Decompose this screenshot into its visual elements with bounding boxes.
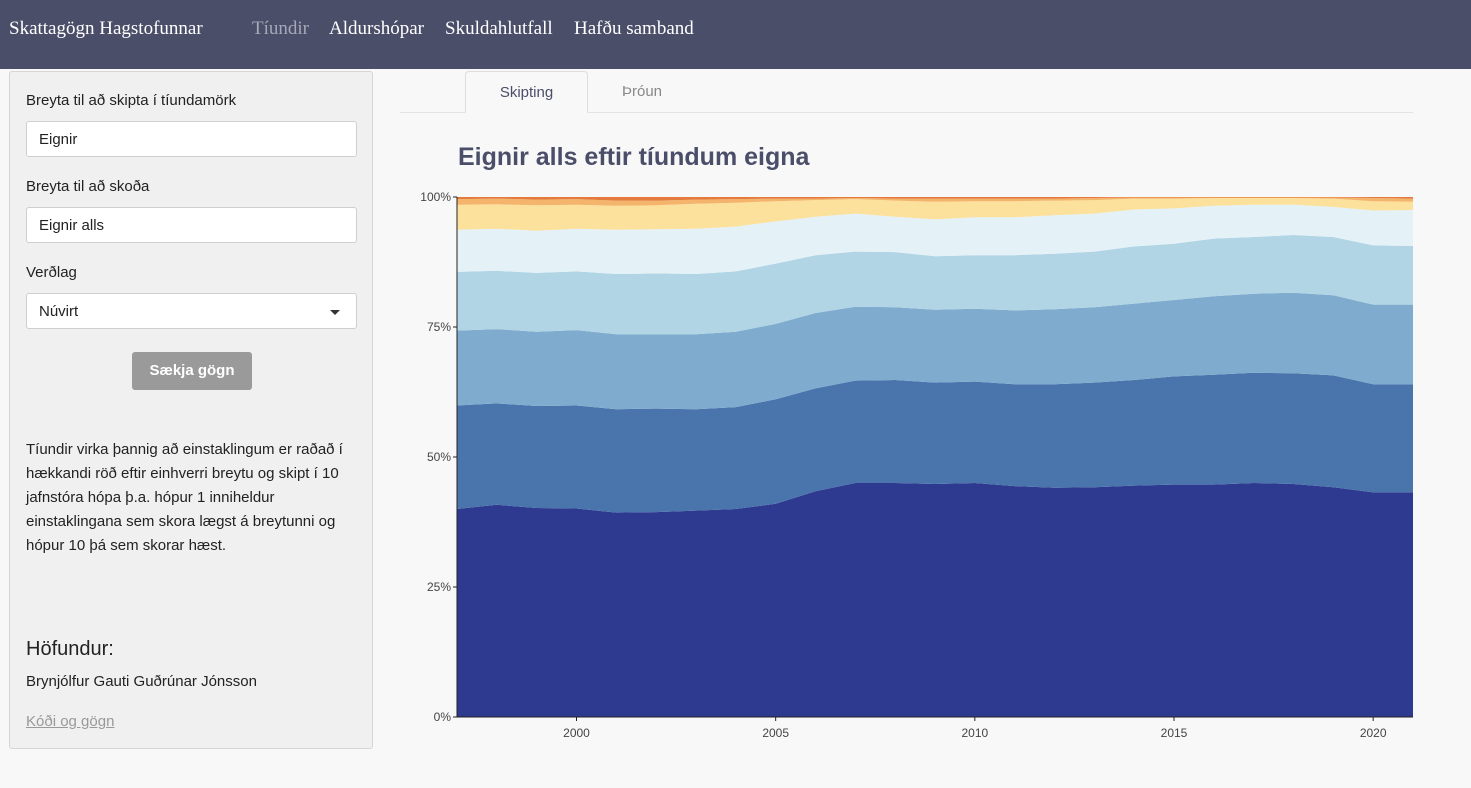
- price-level-select[interactable]: Núvirt: [26, 293, 357, 329]
- brand-title[interactable]: Skattagögn Hagstofunnar: [9, 18, 203, 39]
- sidebar-panel: Breyta til að skipta í tíundamörk Eignir…: [9, 71, 373, 749]
- fetch-data-button[interactable]: Sækja gögn: [132, 352, 252, 390]
- nav-item-skuldahlutfall[interactable]: Skuldahlutfall: [445, 18, 553, 39]
- y-tick-label: 0%: [434, 710, 452, 724]
- area-series-2: [457, 372, 1413, 513]
- area-series-6: [457, 198, 1413, 231]
- area-series-1: [457, 483, 1413, 717]
- x-tick-label: 2010: [961, 726, 988, 740]
- decile-variable-select[interactable]: Eignir: [26, 121, 357, 157]
- author-name: Brynjólfur Gauti Guðrúnar Jónsson: [26, 673, 257, 690]
- nav-item-aldurshopar[interactable]: Aldurshópar: [329, 18, 424, 39]
- y-tick-label: 25%: [427, 580, 451, 594]
- x-tick-label: 2020: [1360, 726, 1387, 740]
- nav-item-tiundir[interactable]: Tíundir: [252, 18, 309, 39]
- area-series-8: [457, 197, 1413, 201]
- chevron-down-icon[interactable]: [330, 310, 340, 315]
- y-tick-label: 50%: [427, 450, 451, 464]
- stacked-area-chart: 0% 25% 50% 75% 100% 2000 2005 2010 2015 2020: [420, 190, 1413, 740]
- code-and-data-link[interactable]: Kóði og gögn: [26, 713, 115, 730]
- area-series-7: [457, 197, 1413, 206]
- price-level-label: Verðlag: [26, 264, 77, 281]
- price-level-value: Núvirt: [39, 303, 79, 320]
- view-variable-select[interactable]: Eignir alls: [26, 207, 357, 243]
- tab-throun[interactable]: Þróun: [621, 83, 663, 100]
- decile-description: Tíundir virka þannig að einstaklingum er…: [26, 441, 343, 554]
- x-tick-label: 2000: [563, 726, 590, 740]
- author-heading: Höfundur:: [26, 638, 114, 660]
- area-series-3: [457, 292, 1413, 410]
- area-series-4: [457, 235, 1413, 335]
- x-tick-label: 2005: [762, 726, 789, 740]
- y-tick-label: 100%: [420, 190, 451, 204]
- view-variable-label: Breyta til að skoða: [26, 178, 150, 195]
- top-navbar: Skattagögn Hagstofunnar Tíundir Aldurshó…: [0, 0, 1471, 69]
- decile-variable-label: Breyta til að skipta í tíundamörk: [26, 92, 237, 109]
- tab-bar-divider: [400, 112, 1413, 113]
- tab-skipting[interactable]: Skipting: [465, 71, 588, 113]
- chart-title: Eignir alls eftir tíundum eigna: [458, 143, 810, 171]
- nav-item-hafdu-samband[interactable]: Hafðu samband: [574, 18, 694, 39]
- y-tick-label: 75%: [427, 320, 451, 334]
- area-series-5: [457, 204, 1413, 274]
- x-tick-label: 2015: [1161, 726, 1188, 740]
